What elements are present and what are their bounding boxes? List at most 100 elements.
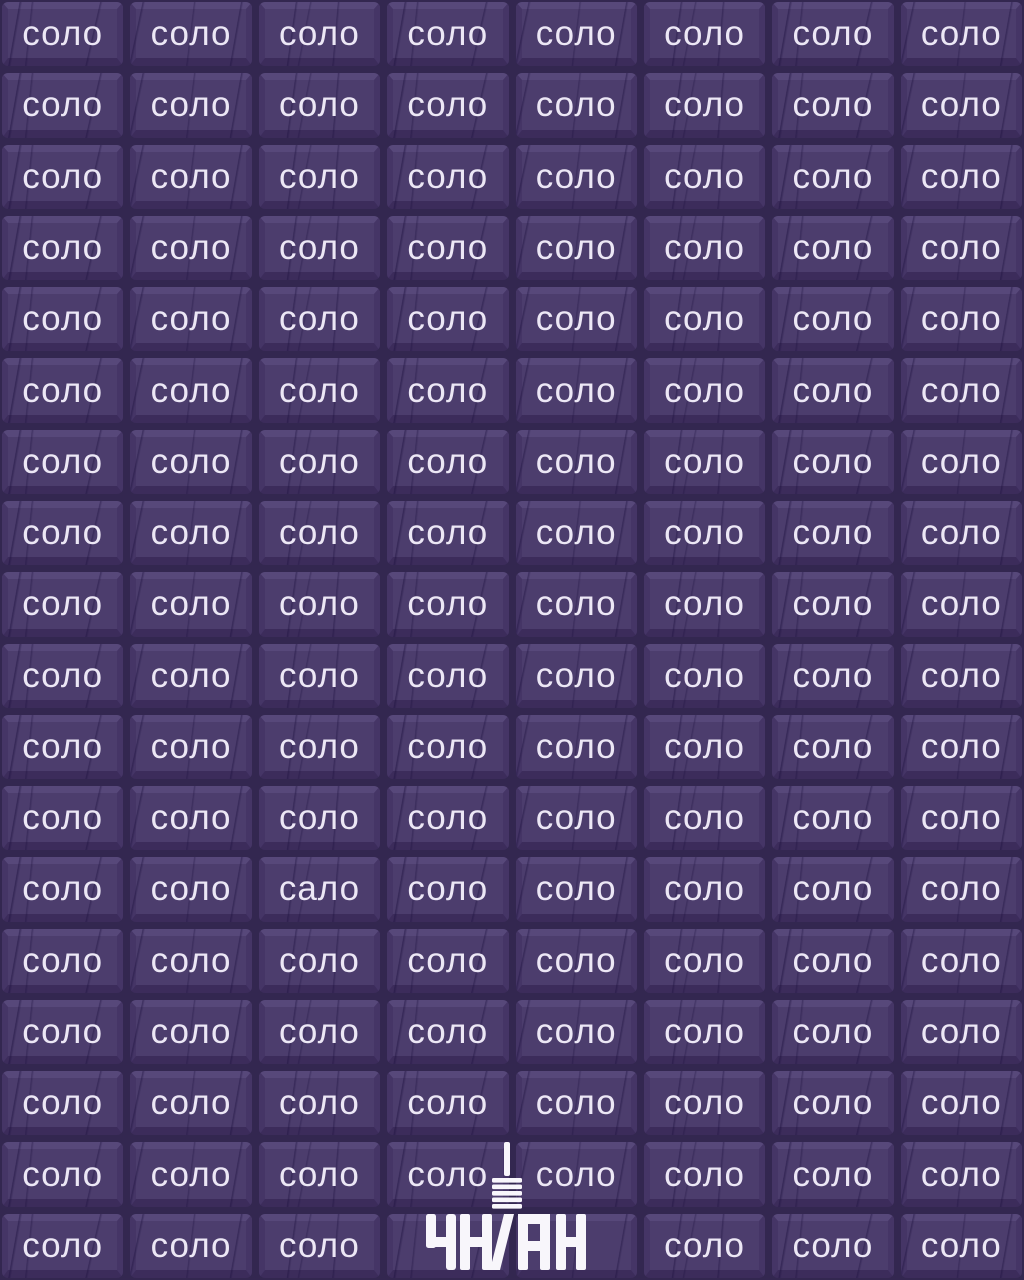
word-tile[interactable]: соло: [130, 572, 252, 637]
word-tile[interactable]: соло: [387, 928, 509, 993]
word-tile[interactable]: соло: [258, 1142, 381, 1207]
word-tile[interactable]: соло: [515, 215, 637, 281]
word-tile[interactable]: соло: [900, 1213, 1022, 1278]
word-tile[interactable]: соло: [515, 429, 637, 494]
word-tile[interactable]: соло: [772, 2, 894, 67]
word-tile[interactable]: соло: [387, 215, 509, 281]
word-tile[interactable]: соло: [130, 73, 252, 138]
word-tile[interactable]: соло: [130, 358, 252, 423]
word-tile[interactable]: соло: [643, 500, 766, 566]
word-tile[interactable]: соло: [643, 1142, 766, 1207]
word-tile[interactable]: соло: [772, 1142, 894, 1207]
word-tile[interactable]: соло: [130, 1071, 252, 1136]
word-tile[interactable]: соло: [2, 2, 124, 67]
word-tile[interactable]: соло: [2, 1071, 124, 1136]
word-tile[interactable]: соло: [2, 643, 124, 708]
word-tile[interactable]: соло: [258, 643, 381, 708]
word-tile[interactable]: соло: [2, 572, 124, 637]
word-tile[interactable]: соло: [387, 999, 509, 1065]
word-tile[interactable]: соло: [900, 500, 1022, 566]
word-tile[interactable]: соло: [900, 358, 1022, 423]
word-tile[interactable]: соло: [258, 429, 381, 494]
word-tile[interactable]: соло: [643, 1213, 766, 1278]
word-tile[interactable]: соло: [387, 358, 509, 423]
word-tile[interactable]: соло: [515, 857, 637, 922]
word-tile[interactable]: соло: [387, 144, 509, 209]
word-tile[interactable]: соло: [2, 999, 124, 1065]
word-tile[interactable]: соло: [387, 2, 509, 67]
word-tile[interactable]: соло: [130, 786, 252, 851]
word-tile[interactable]: соло: [387, 429, 509, 494]
word-tile[interactable]: соло: [643, 643, 766, 708]
word-tile[interactable]: соло: [515, 572, 637, 637]
word-tile[interactable]: соло: [387, 500, 509, 566]
word-tile[interactable]: соло: [643, 857, 766, 922]
word-tile[interactable]: соло: [387, 572, 509, 637]
word-tile[interactable]: соло: [130, 2, 252, 67]
word-tile[interactable]: соло: [900, 999, 1022, 1065]
word-tile[interactable]: соло: [772, 999, 894, 1065]
word-tile[interactable]: соло: [900, 1071, 1022, 1136]
word-tile[interactable]: соло: [900, 857, 1022, 922]
word-tile[interactable]: соло: [515, 999, 637, 1065]
word-tile[interactable]: соло: [900, 786, 1022, 851]
word-tile[interactable]: соло: [130, 287, 252, 352]
word-tile[interactable]: соло: [130, 714, 252, 780]
word-tile[interactable]: соло: [515, 1071, 637, 1136]
word-tile[interactable]: соло: [2, 500, 124, 566]
word-tile[interactable]: соло: [130, 500, 252, 566]
word-tile[interactable]: соло: [258, 1071, 381, 1136]
word-tile[interactable]: соло: [2, 73, 124, 138]
word-tile[interactable]: соло: [2, 928, 124, 993]
word-tile[interactable]: соло: [387, 643, 509, 708]
word-tile[interactable]: соло: [2, 144, 124, 209]
word-tile[interactable]: соло: [387, 73, 509, 138]
word-tile[interactable]: соло: [772, 714, 894, 780]
word-tile[interactable]: соло: [130, 429, 252, 494]
word-tile[interactable]: соло: [258, 500, 381, 566]
word-tile[interactable]: соло: [772, 358, 894, 423]
word-tile[interactable]: соло: [772, 144, 894, 209]
odd-word-tile[interactable]: сало: [258, 857, 381, 922]
word-tile[interactable]: соло: [900, 73, 1022, 138]
word-tile[interactable]: соло: [900, 1142, 1022, 1207]
word-tile[interactable]: соло: [643, 1071, 766, 1136]
word-tile[interactable]: соло: [900, 928, 1022, 993]
word-tile[interactable]: соло: [258, 572, 381, 637]
word-tile[interactable]: соло: [387, 714, 509, 780]
word-tile[interactable]: соло: [258, 73, 381, 138]
word-tile[interactable]: соло: [130, 857, 252, 922]
word-tile[interactable]: соло: [900, 287, 1022, 352]
word-tile[interactable]: соло: [900, 429, 1022, 494]
word-tile[interactable]: соло: [258, 714, 381, 780]
word-tile[interactable]: соло: [387, 786, 509, 851]
word-tile[interactable]: соло: [643, 572, 766, 637]
word-tile[interactable]: соло: [258, 2, 381, 67]
word-tile[interactable]: соло: [387, 857, 509, 922]
word-tile[interactable]: соло: [2, 1142, 124, 1207]
word-tile[interactable]: соло: [515, 2, 637, 67]
word-tile[interactable]: соло: [515, 786, 637, 851]
word-tile[interactable]: соло: [772, 572, 894, 637]
word-tile[interactable]: соло: [258, 786, 381, 851]
word-tile[interactable]: соло: [515, 643, 637, 708]
word-tile[interactable]: соло: [643, 358, 766, 423]
word-tile[interactable]: соло: [258, 144, 381, 209]
word-tile[interactable]: соло: [2, 857, 124, 922]
word-tile[interactable]: соло: [130, 1142, 252, 1207]
word-tile[interactable]: соло: [643, 144, 766, 209]
word-tile[interactable]: соло: [515, 500, 637, 566]
word-tile[interactable]: соло: [900, 643, 1022, 708]
word-tile[interactable]: соло: [130, 215, 252, 281]
word-tile[interactable]: соло: [515, 144, 637, 209]
word-tile[interactable]: соло: [772, 215, 894, 281]
word-tile[interactable]: соло: [2, 786, 124, 851]
word-tile[interactable]: соло: [643, 215, 766, 281]
word-tile[interactable]: соло: [772, 786, 894, 851]
word-tile[interactable]: соло: [515, 287, 637, 352]
word-tile[interactable]: соло: [515, 928, 637, 993]
word-tile[interactable]: соло: [900, 144, 1022, 209]
word-tile[interactable]: соло: [643, 2, 766, 67]
word-tile[interactable]: соло: [258, 1213, 381, 1278]
word-tile[interactable]: соло: [130, 1213, 252, 1278]
